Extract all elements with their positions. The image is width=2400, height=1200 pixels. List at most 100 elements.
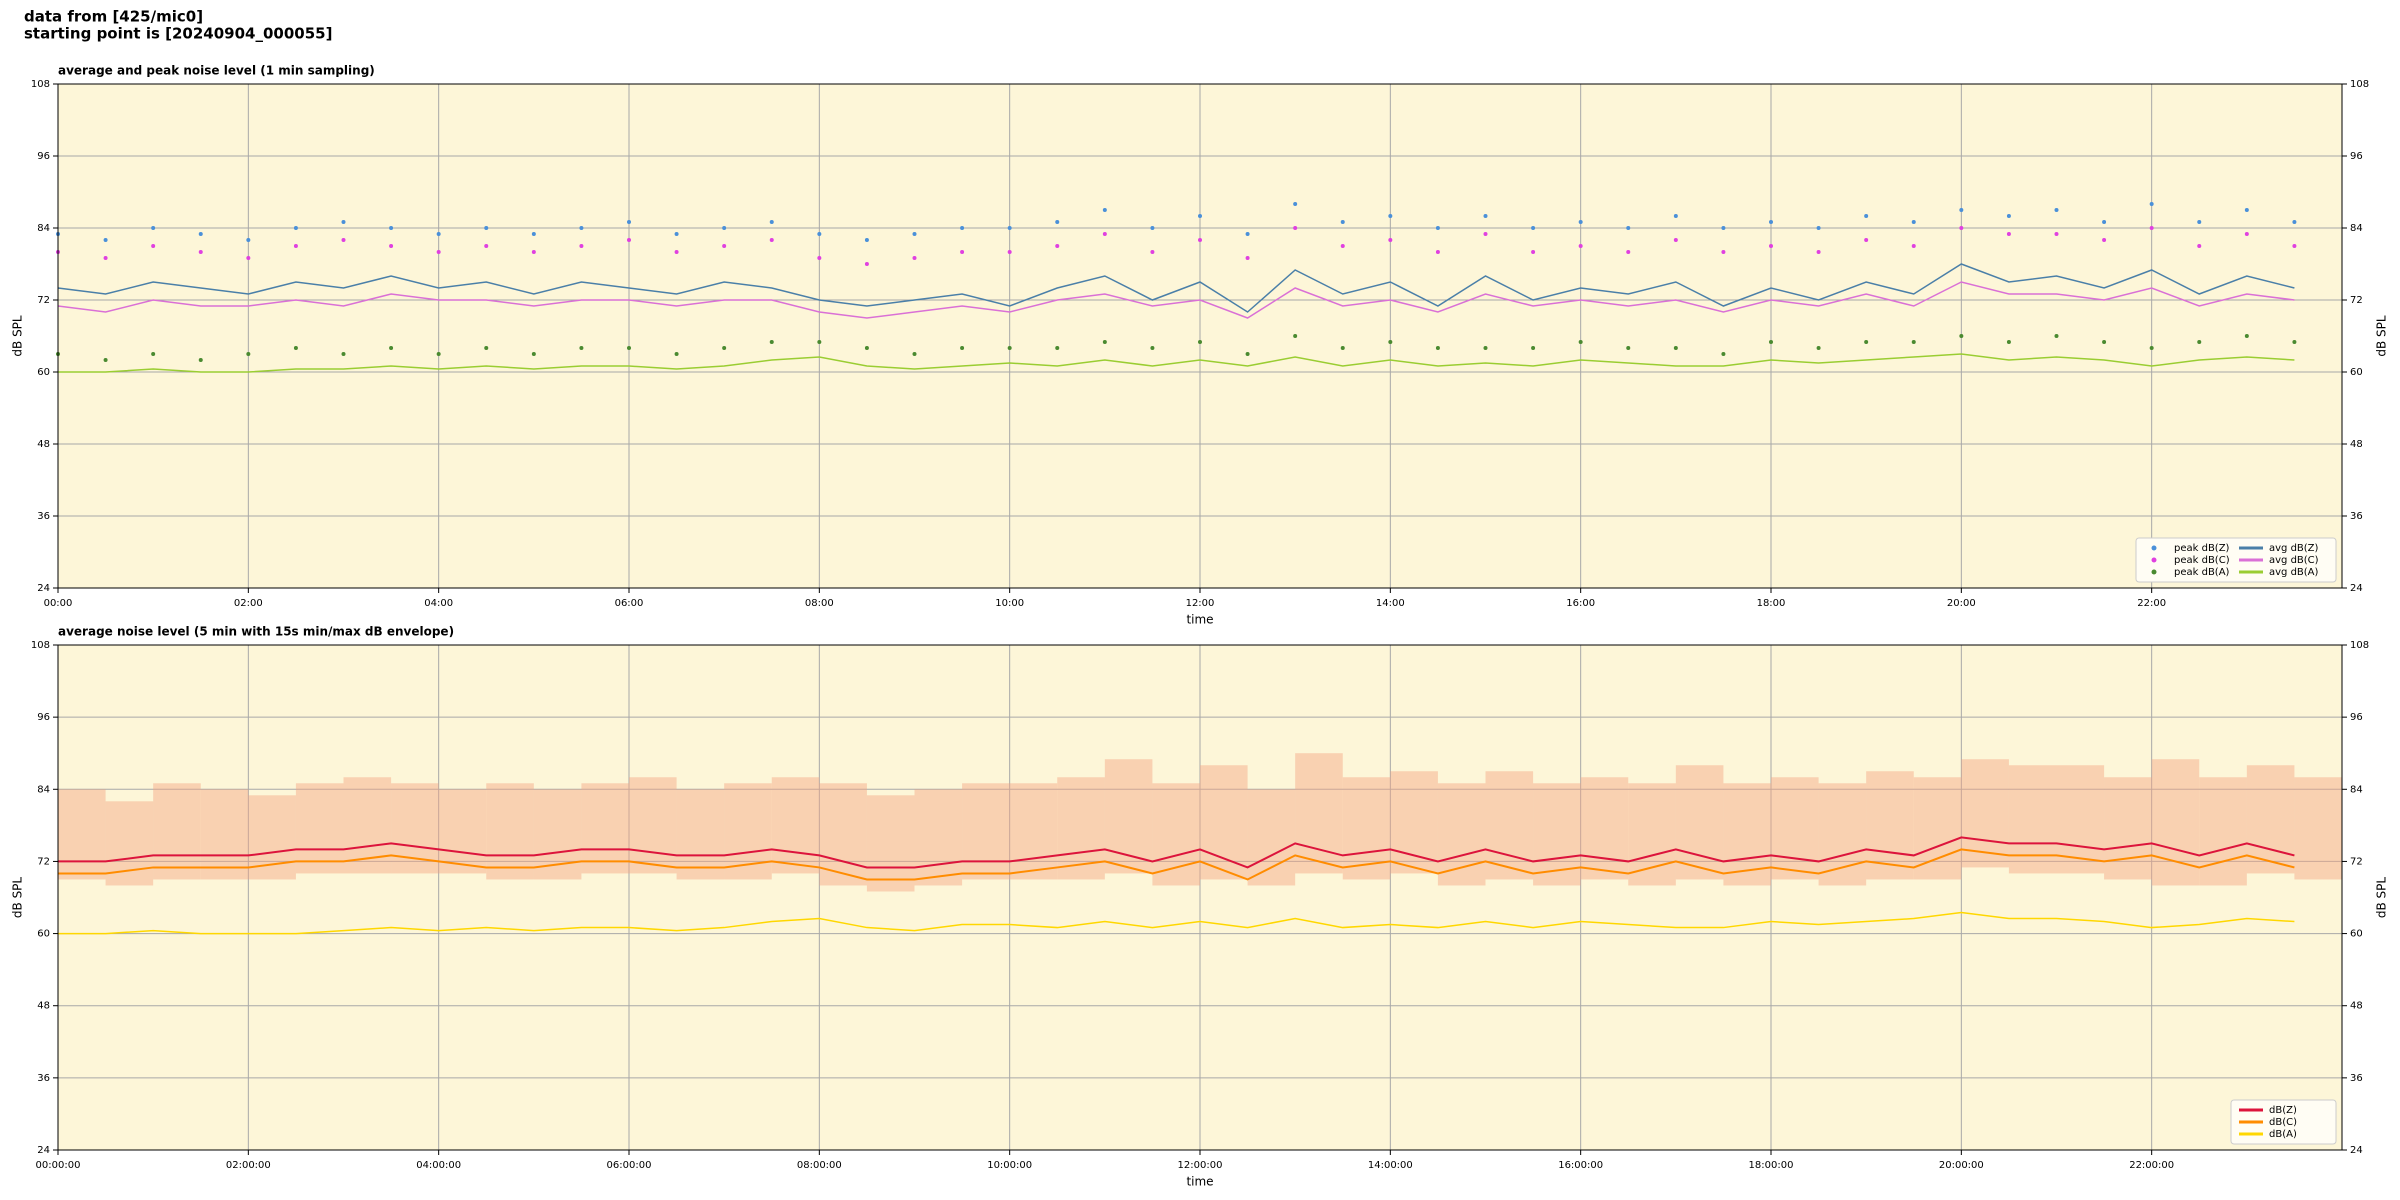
y-tick-label: 24 xyxy=(2350,583,2363,594)
peak-dot xyxy=(1007,250,1012,254)
peak-dot xyxy=(151,352,156,356)
y-tick-label: 24 xyxy=(37,583,50,594)
peak-dot xyxy=(2006,214,2011,218)
series-line xyxy=(58,848,2295,881)
peak-dot xyxy=(1911,340,1916,344)
peak-dot xyxy=(1102,208,1107,212)
peak-dot xyxy=(674,232,679,236)
envelope-band xyxy=(771,777,820,874)
x-tick-label: 00:00:00 xyxy=(36,1160,81,1171)
series-line xyxy=(58,911,2295,935)
envelope-band xyxy=(200,789,249,880)
y-axis-label: dB SPL xyxy=(2375,877,2389,919)
legend-label: dB(C) xyxy=(2269,1117,2297,1128)
peak-dot xyxy=(1578,244,1583,248)
peak-dot xyxy=(817,256,822,260)
peak-dot xyxy=(1673,346,1678,350)
peak-dot xyxy=(2149,202,2154,206)
legend-label: peak dB(Z) xyxy=(2174,543,2230,554)
x-tick-label: 08:00 xyxy=(805,598,834,609)
peak-dot xyxy=(1483,214,1488,218)
peak-dot xyxy=(1769,220,1773,224)
peak-dot xyxy=(1198,340,1202,344)
x-tick-label: 10:00:00 xyxy=(987,1160,1032,1171)
envelope-band xyxy=(2008,765,2057,874)
peak-dot xyxy=(1388,238,1393,242)
peak-dot xyxy=(2102,340,2107,344)
envelope-band xyxy=(1913,777,1962,880)
x-tick-label: 12:00:00 xyxy=(1178,1160,1223,1171)
peak-dot xyxy=(2054,208,2059,212)
y-tick-label: 72 xyxy=(37,856,50,867)
y-tick-label: 36 xyxy=(37,1073,50,1084)
peak-dot xyxy=(1435,226,1440,230)
peak-dot xyxy=(1245,256,1250,260)
legend-label: peak dB(A) xyxy=(2174,567,2230,578)
peak-dot xyxy=(1626,250,1631,254)
envelope-band xyxy=(1818,783,1867,886)
x-tick-label: 18:00 xyxy=(1757,598,1786,609)
envelope-band xyxy=(2104,777,2152,880)
peak-dot xyxy=(1721,352,1726,356)
peak-dot xyxy=(2102,238,2107,242)
legend-label: avg dB(A) xyxy=(2269,567,2319,578)
envelope-band xyxy=(438,789,487,874)
envelope-band xyxy=(1295,753,1343,874)
peak-dot xyxy=(674,352,679,356)
y-tick-label: 108 xyxy=(2350,79,2369,90)
peak-dot xyxy=(864,262,869,266)
peak-dot xyxy=(2054,334,2059,338)
peak-dot xyxy=(2054,232,2059,236)
y-tick-label: 36 xyxy=(37,511,50,522)
peak-dot xyxy=(1293,334,1298,338)
plot-frame xyxy=(57,644,2343,1151)
y-tick-label: 48 xyxy=(37,1001,50,1012)
y-tick-label: 84 xyxy=(2350,223,2363,234)
peak-dot xyxy=(1245,232,1250,236)
peak-dot xyxy=(103,238,108,242)
y-axis-label: dB SPL xyxy=(11,877,25,919)
series-line xyxy=(57,281,2295,319)
peak-dot xyxy=(1626,226,1631,230)
peak-dot xyxy=(2292,244,2297,248)
y-tick-label: 48 xyxy=(2350,439,2363,450)
peak-dot xyxy=(2244,208,2249,212)
x-axis-label: time xyxy=(1186,613,1213,627)
envelope-band xyxy=(1437,783,1486,886)
envelope-band xyxy=(2246,765,2295,874)
envelope-band xyxy=(153,783,201,880)
legend-label: avg dB(Z) xyxy=(2269,543,2319,554)
x-tick-label: 02:00 xyxy=(234,598,263,609)
peak-dot xyxy=(1150,346,1155,350)
x-tick-label: 10:00 xyxy=(995,598,1024,609)
header-line: data from [425/mic0] xyxy=(24,8,203,26)
legend-marker xyxy=(2151,557,2157,563)
peak-dot xyxy=(1293,202,1298,206)
peak-dot xyxy=(341,220,346,224)
peak-dot xyxy=(1007,346,1012,350)
x-tick-label: 08:00:00 xyxy=(797,1160,842,1171)
y-tick-label: 84 xyxy=(37,784,50,795)
peak-dot xyxy=(864,238,869,242)
peak-dot xyxy=(1959,226,1964,230)
peak-dot xyxy=(531,352,536,356)
peak-dot xyxy=(151,244,156,248)
series-line xyxy=(58,836,2295,869)
peak-dot xyxy=(2197,220,2202,224)
y-tick-label: 24 xyxy=(37,1145,50,1156)
y-tick-label: 96 xyxy=(37,712,50,723)
peak-dot xyxy=(198,358,203,362)
legend-label: peak dB(C) xyxy=(2174,555,2230,566)
peak-dot xyxy=(1816,250,1821,254)
envelope-band xyxy=(1390,771,1438,874)
peak-dot xyxy=(1340,220,1345,224)
peak-dot xyxy=(484,244,489,248)
peak-dot xyxy=(2244,334,2249,338)
peak-dot xyxy=(1102,232,1107,236)
peak-dot xyxy=(1531,226,1536,230)
y-tick-label: 96 xyxy=(37,151,50,162)
peak-dot xyxy=(817,340,822,344)
peak-dot xyxy=(769,340,774,344)
peak-dot xyxy=(293,226,298,230)
